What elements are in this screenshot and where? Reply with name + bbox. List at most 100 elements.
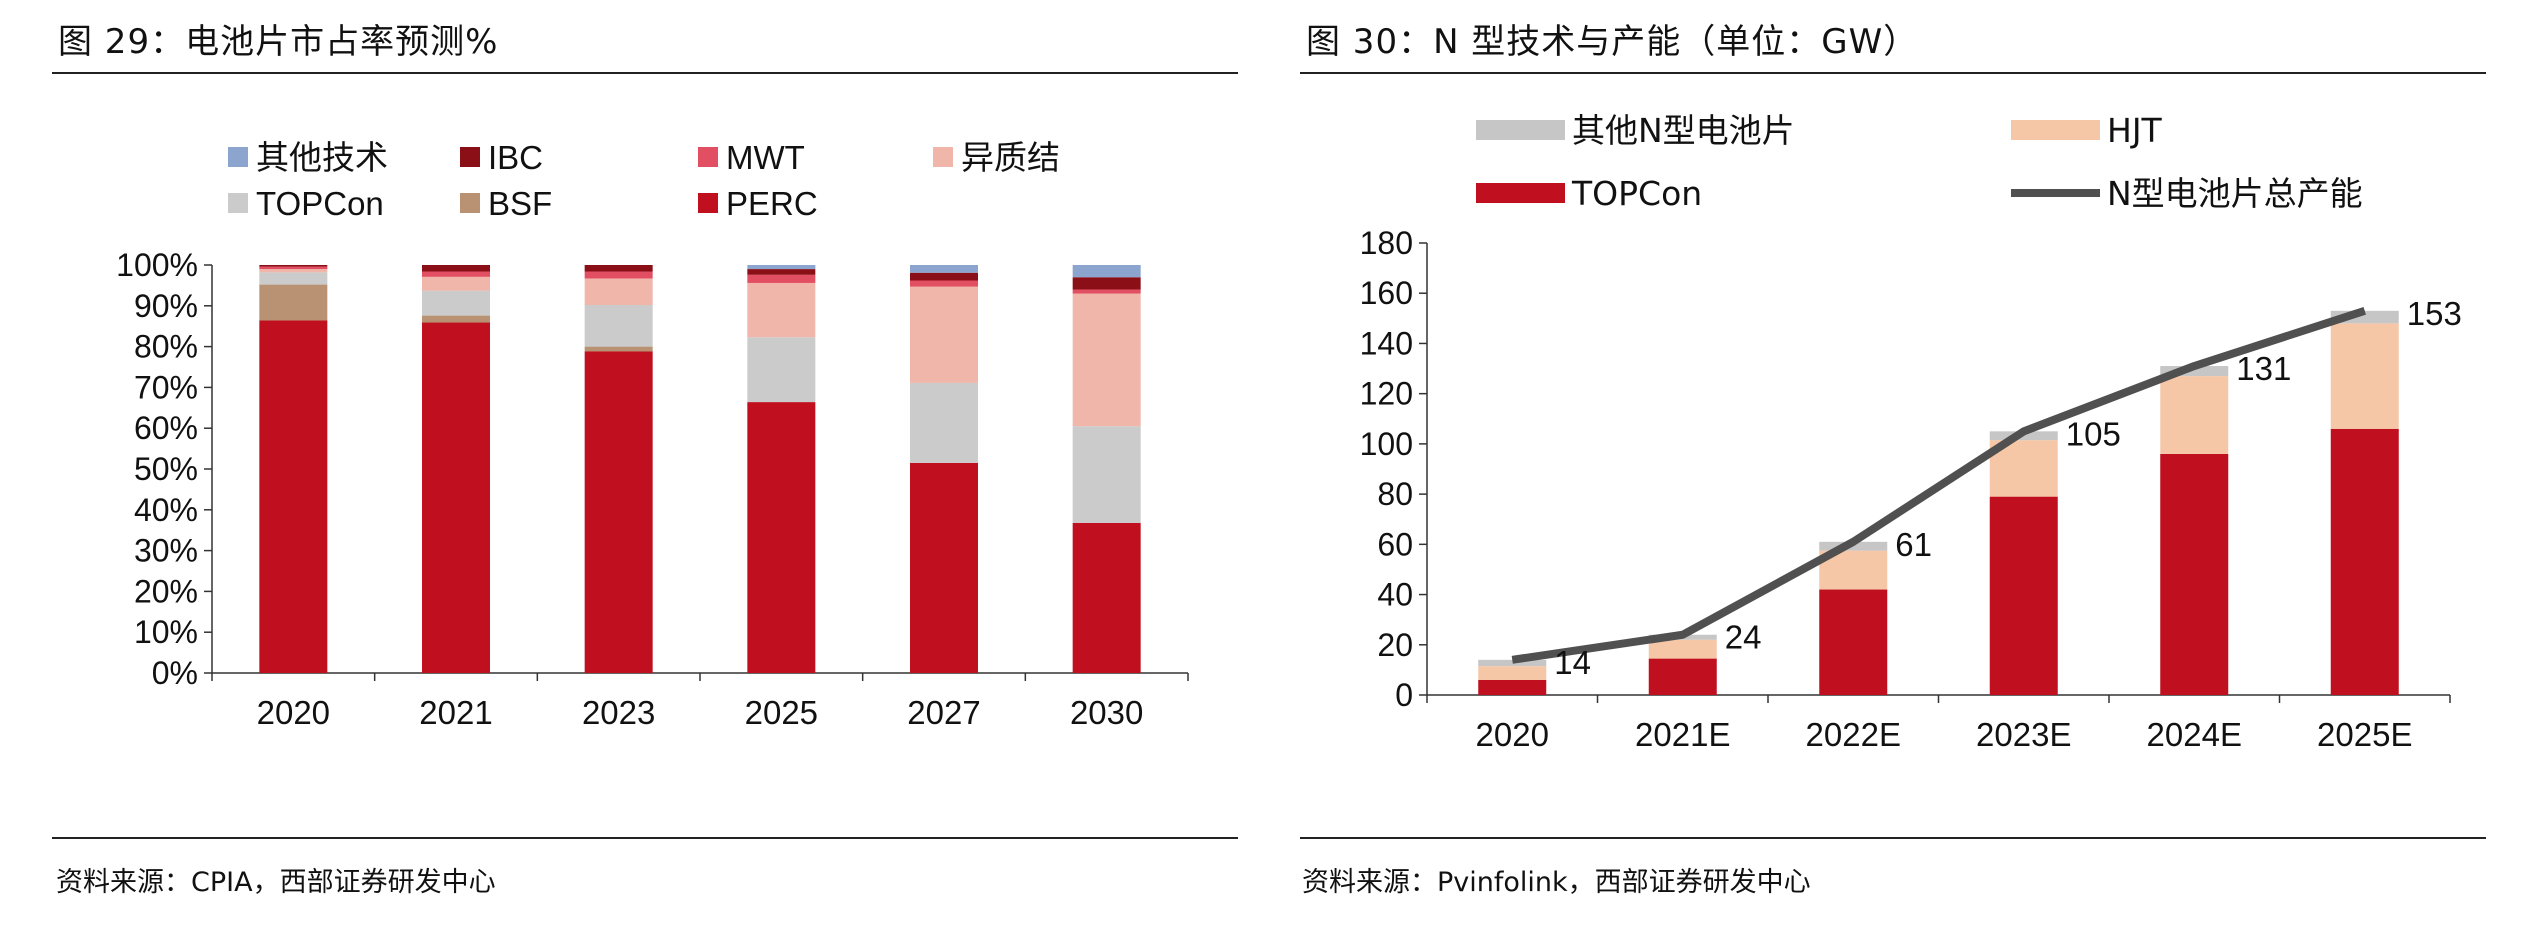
legend-label: TOPCon — [256, 185, 384, 222]
source-note: 资料来源：CPIA，西部证券研发中心 — [56, 867, 496, 898]
x-tick-label: 2021 — [419, 694, 492, 731]
bar-topcon-2024E — [2160, 453, 2229, 695]
bar-item-2030 — [1072, 265, 1141, 278]
y-tick-label: 80 — [1377, 476, 1413, 512]
line-total-capacity — [1511, 306, 2366, 664]
bar-topcon-2022E — [1819, 589, 1888, 695]
chart-title: 图 30：N 型技术与产能（单位：GW） — [1306, 22, 1919, 62]
x-tick-label: 2020 — [1476, 716, 1549, 753]
bar-topcon-2021E — [1648, 658, 1717, 695]
y-tick-label: 80% — [134, 329, 198, 365]
legend-label: N型电池片总产能 — [2107, 174, 2363, 213]
data-label-total: 24 — [1725, 619, 1762, 656]
y-tick-label: 60 — [1377, 526, 1413, 562]
x-tick-label: 2025 — [745, 694, 818, 731]
bar-hjt-2025E — [2330, 323, 2399, 429]
x-tick-label: 2024E — [2147, 716, 2242, 753]
bar-item-2030 — [1072, 293, 1141, 427]
x-tick-label: 2022E — [1806, 716, 1901, 753]
legend-swatch-item — [933, 147, 953, 167]
legend-label: HJT — [2107, 111, 2163, 150]
legend-label: BSF — [488, 185, 552, 222]
bar-topcon-2023E — [1989, 496, 2058, 695]
bar-bsf-2023 — [584, 346, 653, 352]
bar-item-2027 — [910, 286, 978, 383]
legend-swatch-ibc — [460, 147, 480, 167]
bar-topcon-2020 — [1478, 679, 1547, 695]
data-label-total: 61 — [1895, 526, 1932, 563]
y-tick-label: 140 — [1360, 325, 1413, 361]
chart-title: 图 29：电池片市占率预测% — [58, 22, 499, 62]
bar-topcon-2023 — [584, 304, 653, 347]
source-note: 资料来源：Pvinfolink，西部证券研发中心 — [1302, 867, 1811, 898]
bar-perc-2025 — [747, 402, 816, 673]
bar-topcon-2020 — [259, 272, 328, 285]
bar-mwt-2020 — [259, 266, 328, 270]
bar-mwt-2025 — [747, 274, 816, 283]
y-tick-label: 120 — [1360, 376, 1413, 412]
data-label-total: 131 — [2236, 350, 2291, 387]
legend-label: 异质结 — [961, 138, 1060, 177]
x-tick-label: 2023 — [582, 694, 655, 731]
y-tick-label: 30% — [134, 533, 198, 569]
bar-ibc-2023 — [584, 265, 653, 272]
y-tick-label: 100% — [116, 247, 198, 283]
bar-perc-2020 — [259, 320, 328, 673]
bar-item-2025 — [747, 265, 816, 270]
y-tick-label: 90% — [134, 288, 198, 324]
bar-n-2024E — [2160, 366, 2229, 377]
legend-swatch-bsf — [460, 193, 480, 213]
bar-mwt-2027 — [910, 280, 978, 287]
legend-label: 其他N型电池片 — [1572, 111, 1795, 150]
bar-perc-2021 — [422, 322, 490, 673]
data-label-total: 153 — [2407, 295, 2462, 332]
legend-swatch-mwt — [698, 147, 718, 167]
chart-panel-market-share: 图 29：电池片市占率预测% 0% 10% 20% 30% 40% 50% 60% 70% 80… — [0, 0, 1250, 926]
title-rule — [1300, 72, 2486, 74]
bar-mwt-2021 — [422, 271, 490, 277]
bar-bsf-2020 — [259, 284, 328, 321]
bar-mwt-2030 — [1072, 289, 1141, 294]
y-tick-label: 40 — [1377, 577, 1413, 613]
bar-ibc-2025 — [747, 269, 816, 275]
bar-ibc-2020 — [259, 265, 328, 267]
y-tick-label: 50% — [134, 451, 198, 487]
bar-hjt-2024E — [2160, 376, 2229, 454]
y-tick-label: 0% — [152, 655, 198, 691]
bar-ibc-2027 — [910, 272, 978, 281]
bar-hjt-2021E — [1648, 639, 1717, 659]
legend-label: TOPCon — [1571, 174, 1702, 213]
y-tick-label: 10% — [134, 614, 198, 650]
legend-swatch-topcon — [1476, 183, 1565, 203]
y-tick-label: 100 — [1360, 426, 1413, 462]
y-tick-label: 160 — [1360, 275, 1413, 311]
y-tick-label: 180 — [1360, 225, 1413, 261]
legend-label: PERC — [726, 185, 818, 222]
bar-n-2020 — [1478, 659, 1547, 667]
bar-topcon-2027 — [910, 382, 978, 463]
x-tick-label: 2023E — [1976, 716, 2071, 753]
legend-swatch-perc — [698, 193, 718, 213]
legend-label: MWT — [726, 139, 805, 176]
n-type-capacity-chart: 0 20 40 60 80 100 120 140 160 180 2020 2021E 2022E 20… — [1360, 111, 2462, 753]
legend-label: IBC — [488, 139, 543, 176]
data-label-total: 14 — [1554, 644, 1591, 681]
source-rule — [1300, 837, 2486, 839]
bar-item-2021 — [422, 276, 490, 291]
legend-swatch-hjt — [2011, 120, 2100, 140]
market-share-chart: 0% 10% 20% 30% 40% 50% 60% 70% 80% 90% 100% 2020 202… — [116, 138, 1189, 731]
x-tick-label: 2025E — [2317, 716, 2412, 753]
title-rule — [52, 72, 1238, 74]
bar-perc-2027 — [910, 462, 978, 673]
bar-topcon-2030 — [1072, 426, 1141, 523]
bar-item-2020 — [259, 269, 328, 273]
x-tick-label: 2030 — [1070, 694, 1143, 731]
y-tick-label: 0 — [1395, 677, 1413, 713]
bar-ibc-2021 — [422, 265, 490, 272]
legend-label: 其他技术 — [256, 138, 388, 177]
bar-topcon-2025E — [2330, 428, 2399, 695]
bar-perc-2023 — [584, 351, 653, 673]
chart-panel-n-type-capacity: 图 30：N 型技术与产能（单位：GW） 0 20 40 60 80 100 120 140 1… — [1290, 0, 2535, 926]
bar-item-2023 — [584, 278, 653, 305]
y-tick-label: 70% — [134, 369, 198, 405]
